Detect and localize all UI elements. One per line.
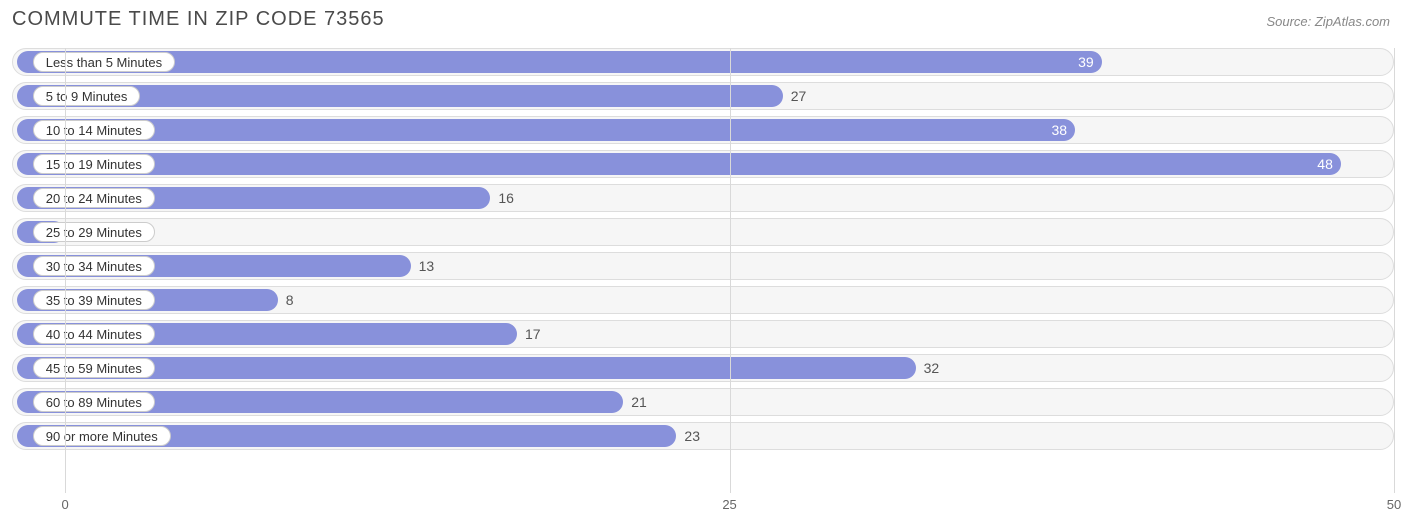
bar-value: 23: [676, 422, 708, 450]
bar-row: 27 5 to 9 Minutes: [12, 82, 1394, 110]
bar-label-pill: 90 or more Minutes: [33, 426, 171, 446]
bar-label-pill: 30 to 34 Minutes: [33, 256, 155, 276]
grid-line: [730, 48, 731, 493]
commute-time-chart: COMMUTE TIME IN ZIP CODE 73565 Source: Z…: [0, 0, 1406, 523]
bar-row: 48 15 to 19 Minutes: [12, 150, 1394, 178]
bar-label-pill: 5 to 9 Minutes: [33, 86, 141, 106]
bar-row: 38 10 to 14 Minutes: [12, 116, 1394, 144]
bar-label-pill: 20 to 24 Minutes: [33, 188, 155, 208]
bar-value: 8: [278, 286, 302, 314]
bar-row: 8 35 to 39 Minutes: [12, 286, 1394, 314]
bar-fill: [17, 119, 1075, 141]
x-tick-label: 25: [722, 497, 736, 512]
bar-label-pill: 45 to 59 Minutes: [33, 358, 155, 378]
bar-row: 32 45 to 59 Minutes: [12, 354, 1394, 382]
chart-source: Source: ZipAtlas.com: [1266, 14, 1390, 29]
bar-value: 48: [1309, 150, 1341, 178]
grid-line: [65, 48, 66, 493]
bar-fill: [17, 51, 1102, 73]
bar-row: 025 to 29 Minutes: [12, 218, 1394, 246]
bar-value: 38: [1044, 116, 1076, 144]
x-axis: 02550: [12, 497, 1394, 515]
chart-title: COMMUTE TIME IN ZIP CODE 73565: [12, 8, 385, 31]
bar-label-pill: 35 to 39 Minutes: [33, 290, 155, 310]
bar-fill: [17, 153, 1341, 175]
bar-label-pill: 10 to 14 Minutes: [33, 120, 155, 140]
x-tick-label: 0: [62, 497, 69, 512]
bar-row: 17 40 to 44 Minutes: [12, 320, 1394, 348]
bar-row: 21 60 to 89 Minutes: [12, 388, 1394, 416]
bar-label-pill: 15 to 19 Minutes: [33, 154, 155, 174]
bar-value: 39: [1070, 48, 1102, 76]
bar-track: [12, 218, 1394, 246]
bar-value: 13: [411, 252, 443, 280]
bar-rows: 39 Less than 5 Minutes 27 5 to 9 Minutes 38 1…: [12, 48, 1394, 450]
plot-area: 39 Less than 5 Minutes 27 5 to 9 Minutes 38 1…: [12, 48, 1394, 493]
bar-value: 27: [783, 82, 815, 110]
bar-value: 32: [916, 354, 948, 382]
grid-line: [1394, 48, 1395, 493]
bar-row: 13 30 to 34 Minutes: [12, 252, 1394, 280]
bar-row: 23 90 or more Minutes: [12, 422, 1394, 450]
bar-label-pill: 25 to 29 Minutes: [33, 222, 155, 242]
bar-value: 21: [623, 388, 655, 416]
bar-label-pill: 40 to 44 Minutes: [33, 324, 155, 344]
bar-label-pill: 60 to 89 Minutes: [33, 392, 155, 412]
x-tick-label: 50: [1387, 497, 1401, 512]
bar-value: 17: [517, 320, 549, 348]
bar-label-pill: Less than 5 Minutes: [33, 52, 175, 72]
bar-row: 39 Less than 5 Minutes: [12, 48, 1394, 76]
bar-row: 16 20 to 24 Minutes: [12, 184, 1394, 212]
bar-value: 16: [490, 184, 522, 212]
